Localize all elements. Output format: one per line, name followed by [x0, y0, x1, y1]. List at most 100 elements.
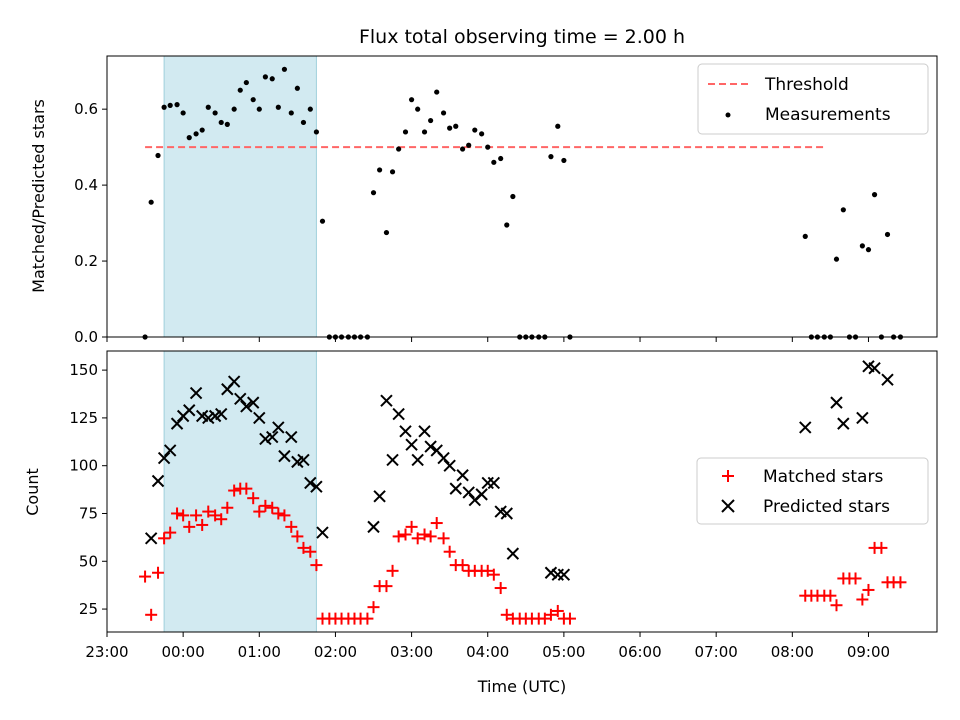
matched-point: [259, 499, 272, 512]
predicted-point: [163, 444, 177, 457]
bottom-y-tick-label: 25: [79, 600, 98, 618]
matched-point: [272, 507, 285, 520]
predicted-point: [151, 474, 165, 488]
predicted-point: [240, 400, 253, 413]
matched-point: [304, 545, 317, 558]
predicted-point: [367, 520, 380, 534]
top-y-tick-label: 0.4: [74, 176, 98, 194]
predicted-point: [405, 438, 418, 451]
predicted-point: [881, 373, 894, 386]
top-y-tick-label: 0.0: [74, 328, 98, 346]
measurement-point: [833, 256, 840, 262]
matched-point: [190, 509, 203, 522]
measurement-point: [148, 199, 154, 205]
predicted-point: [399, 425, 412, 438]
predicted-point: [475, 488, 488, 501]
predicted-point: [424, 440, 437, 453]
measurement-point: [256, 106, 262, 112]
top-frame: [106, 55, 938, 338]
predicted-point: [316, 526, 329, 539]
matched-point: [158, 532, 171, 545]
bottom-legend: Matched stars Predicted stars: [696, 457, 929, 525]
bottom-legend-box: [696, 457, 929, 525]
predicted-point: [411, 453, 424, 467]
matched-point: [297, 541, 310, 554]
measurement-point: [402, 129, 409, 135]
measurement-point: [288, 110, 294, 116]
matched-point: [481, 564, 494, 577]
predicted-point: [202, 411, 215, 425]
measurement-point: [167, 102, 173, 108]
predicted-point: [285, 430, 298, 444]
measurement-point: [396, 146, 402, 152]
measurement-point: [155, 152, 161, 159]
measurement-point: [377, 167, 383, 173]
matched-point: [183, 520, 196, 533]
measurement-point: [294, 85, 300, 91]
measurement-point: [383, 229, 390, 236]
bottom-y-tick-label: 100: [69, 457, 98, 475]
measurement-point: [472, 127, 478, 133]
predicted-point: [215, 407, 228, 421]
measurement-point: [161, 104, 167, 110]
predicted-point: [868, 361, 881, 375]
matched-point: [291, 530, 304, 543]
measurement-point: [237, 87, 243, 93]
predicted-point: [373, 490, 386, 503]
measurement-point: [479, 131, 485, 137]
bottom-x-tick-label: 04:00: [466, 643, 509, 661]
measurement-point: [491, 159, 497, 165]
x-axis-label: Time (UTC): [477, 677, 566, 696]
bottom-y-tick-label: 75: [79, 504, 98, 522]
matched-point: [209, 509, 222, 522]
matched-point: [164, 526, 177, 539]
predicted-point: [297, 453, 310, 467]
matched-point: [196, 518, 209, 531]
measurement-point: [548, 154, 554, 160]
matched-point: [563, 612, 576, 625]
bottom-x-tick-label: 01:00: [238, 643, 281, 661]
measurement-point: [218, 119, 224, 126]
predicted-point: [189, 386, 203, 400]
measurement-point: [555, 123, 561, 129]
matched-point: [399, 528, 412, 541]
measurement-point: [884, 231, 891, 238]
measurement-point: [205, 104, 211, 110]
matched-point: [392, 530, 405, 543]
top-y-tick-label: 0.6: [74, 100, 98, 118]
predicted-point: [310, 480, 323, 493]
matched-point: [266, 501, 279, 514]
legend-measurement-swatch: [725, 112, 731, 118]
legend-threshold-label: Threshold: [764, 75, 849, 95]
matched-point: [310, 559, 323, 572]
top-legend: Threshold Measurements: [697, 63, 929, 135]
bottom-x-tick-label: 00:00: [162, 643, 205, 661]
bottom-x-tick-label: 23:00: [85, 643, 128, 661]
count-panel: 25 50 75 100 125 150 23:00 00:00 01:00 02:00 03:00…: [23, 350, 938, 696]
matched-point: [177, 509, 190, 522]
matched-point: [171, 507, 184, 520]
predicted-point: [157, 451, 171, 465]
predicted-point: [253, 411, 266, 425]
bottom-x-tick-label: 05:00: [542, 643, 585, 661]
top-y-tick-label: 0.2: [74, 252, 98, 270]
predicted-point: [304, 476, 317, 490]
predicted-point: [227, 375, 241, 388]
matched-point: [875, 541, 888, 554]
predicted-point: [449, 482, 462, 495]
matched-point: [145, 608, 158, 621]
predicted-point: [462, 486, 475, 499]
measurement-point: [319, 218, 326, 224]
legend-measurement-label: Measurements: [765, 105, 891, 125]
matched-point: [500, 608, 513, 621]
bottom-y-axis-label: Count: [23, 468, 42, 516]
measurement-point: [275, 104, 281, 110]
measurement-point: [250, 97, 256, 103]
top-y-axis-label: Matched/Predicted stars: [29, 99, 48, 293]
legend-predicted-swatch: [721, 499, 735, 513]
predicted-point: [443, 459, 456, 472]
matched-point: [443, 545, 456, 558]
measurement-point: [859, 243, 865, 249]
measurement-point: [243, 79, 249, 86]
